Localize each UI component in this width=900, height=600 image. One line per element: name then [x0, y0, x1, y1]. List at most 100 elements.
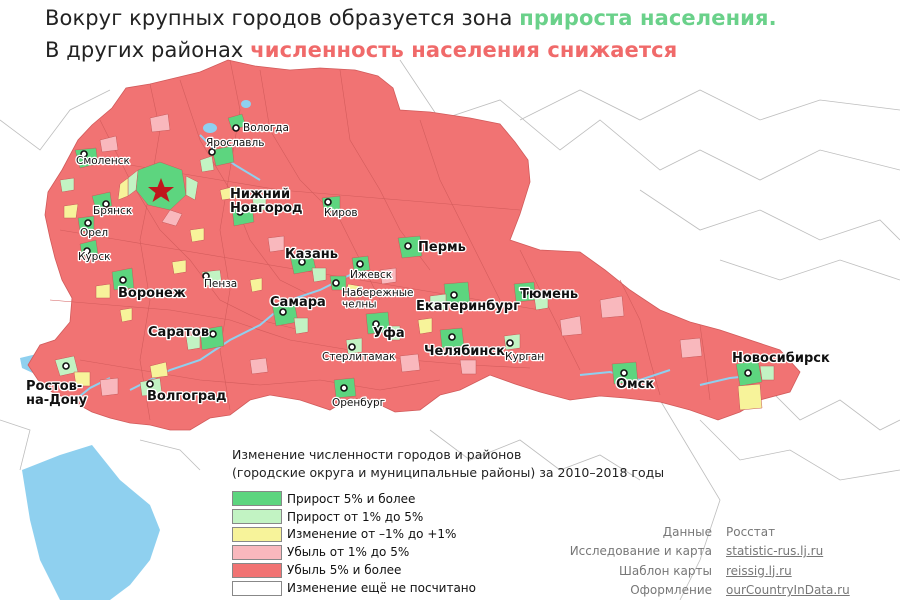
city-label: Пермь [418, 240, 466, 255]
city-marker [236, 208, 244, 216]
city-marker [102, 200, 110, 208]
legend-swatch [232, 509, 282, 525]
headline-line2: В других районах численность населения с… [45, 38, 677, 62]
credit-value: Росстат [726, 524, 776, 539]
credit-key: Исследование и карта [569, 544, 712, 559]
legend-swatch [232, 526, 282, 542]
credit-link-research[interactable]: statistic-rus.lj.ru [726, 544, 824, 559]
watermark: © reissig.livejournal [455, 403, 576, 417]
credit-key: Данные [662, 524, 712, 539]
headline-line1-suffix: . [768, 6, 777, 30]
legend-label: Прирост от 1% до 5% [287, 509, 424, 524]
city-marker [348, 343, 356, 351]
city-marker [324, 198, 332, 206]
legend-label: Прирост 5% и более [287, 491, 416, 506]
legend-label: Изменение от –1% до +1% [287, 527, 457, 542]
legend-swatch [232, 562, 282, 578]
neighbor-borders [0, 59, 900, 600]
star-icon [148, 178, 174, 202]
city-label: Курск [78, 251, 110, 263]
city-label: Казань [285, 247, 338, 262]
headline-line2-highlight: численность населения снижается [250, 38, 678, 62]
city-marker [62, 362, 70, 370]
city-marker [332, 279, 340, 287]
headline-line1-text: Вокруг крупных городов образуется зона [45, 6, 520, 30]
headline-line1: Вокруг крупных городов образуется зона п… [45, 6, 777, 30]
city-label: Ярославль [206, 137, 264, 149]
city-label: Воронеж [118, 286, 186, 301]
city-marker [521, 288, 529, 296]
city-marker [146, 380, 154, 388]
city-marker [279, 308, 287, 316]
city-label: Тюмень [520, 287, 578, 302]
legend-item: Изменение ещё не посчитано [232, 579, 672, 596]
city-label: Киров [324, 207, 358, 219]
city-label: Волгоград [147, 389, 226, 404]
credit-row-design: Оформление ourCountryInData.ru [560, 581, 890, 600]
city-marker [298, 258, 306, 266]
city-label: Курган [505, 351, 544, 363]
city-labels: Вологда Ярославль Смоленск Нижний Новгород Бр… [25, 121, 832, 411]
city-marker [208, 148, 216, 156]
credit-row-research: Исследование и карта statistic-rus.lj.ru [560, 542, 890, 562]
city-label: Новосибирск [732, 351, 830, 366]
city-marker [404, 242, 412, 250]
city-marker [744, 369, 752, 377]
city-label: Брянск [93, 205, 132, 217]
legend-item: Убыль от 1% до 5% [232, 544, 672, 561]
legend-items: Прирост 5% и более Прирост от 1% до 5% И… [232, 490, 672, 597]
city-marker [372, 320, 380, 328]
city-marker [356, 260, 364, 268]
headline-line1-highlight: прироста населения [519, 6, 769, 30]
city-marker [340, 384, 348, 392]
legend-item: Прирост от 1% до 5% [232, 508, 672, 525]
city-label: Нижний Новгород [230, 187, 303, 216]
city-label: Оренбург [332, 397, 385, 409]
legend-title-line2: (городские округа и муниципальные районы… [232, 465, 665, 480]
legend-label: Изменение ещё не посчитано [287, 581, 476, 596]
legend-item: Изменение от –1% до +1% [232, 526, 672, 543]
city-marker [209, 330, 217, 338]
city-label: Екатеринбург [416, 299, 520, 314]
legend-title-line1: Изменение численности городов и районов [232, 447, 522, 462]
credit-link-design[interactable]: ourCountryInData.ru [726, 583, 850, 598]
city-label: Ростов-на-Дону [26, 379, 88, 408]
city-marker [202, 272, 210, 280]
legend-label: Убыль от 1% до 5% [287, 545, 410, 560]
city-label: Саратов [148, 325, 209, 340]
legend-item: Прирост 5% и более [232, 490, 672, 507]
credits: Данные Росстат Исследование и карта stat… [560, 522, 890, 600]
city-markers [62, 124, 752, 392]
credit-key: Шаблон карты [619, 563, 712, 578]
city-marker [506, 339, 514, 347]
legend-swatch [232, 580, 282, 596]
lakes [203, 100, 251, 133]
city-label: Смоленск [76, 155, 130, 167]
city-marker [83, 247, 91, 255]
credit-row-data: Данные Росстат [560, 522, 890, 542]
legend-swatch [232, 544, 282, 560]
city-marker [450, 291, 458, 299]
sea-area [22, 445, 160, 600]
city-marker [448, 333, 456, 341]
credit-link-template[interactable]: reissig.lj.ru [726, 563, 792, 578]
legend-item: Убыль 5% и более [232, 562, 672, 579]
city-label: Ижевск [350, 269, 392, 281]
legend-swatch [232, 491, 282, 507]
city-label: Стерлитамак [322, 351, 395, 363]
legend: Изменение численности городов и районов … [232, 446, 672, 597]
headline-line2-text: В других районах [45, 38, 251, 62]
city-label: Пенза [204, 278, 237, 290]
credit-row-template: Шаблон карты reissig.lj.ru [560, 561, 890, 581]
city-marker [119, 276, 127, 284]
city-label: Орел [80, 227, 108, 239]
city-label: Омск [616, 377, 654, 392]
city-marker [80, 150, 88, 158]
city-label: Набережные челны [342, 287, 413, 311]
legend-label: Убыль 5% и более [287, 563, 402, 578]
city-label: Челябинск [424, 344, 505, 359]
city-marker [232, 124, 240, 132]
city-label: Уфа [373, 326, 405, 341]
city-marker [84, 219, 92, 227]
